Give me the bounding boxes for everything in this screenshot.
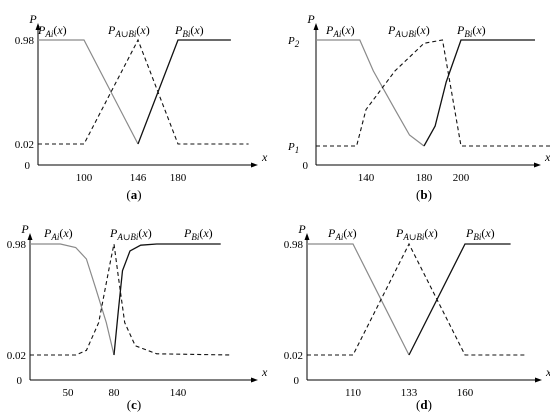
y-axis-arrow xyxy=(313,23,319,30)
y-tick-label: P2 xyxy=(287,35,300,49)
x-axis-arrow xyxy=(251,377,258,383)
x-tick-label: 133 xyxy=(401,387,418,399)
series-line-a xyxy=(38,39,139,145)
y-tick-label: 0.98 xyxy=(284,239,304,251)
y-axis-label: P xyxy=(306,12,315,26)
curve-label: PA∪Bi(x) xyxy=(107,23,150,39)
x-tick-label: 146 xyxy=(130,172,147,184)
curve-label: PAi(x) xyxy=(327,226,357,242)
x-tick-label: 100 xyxy=(76,172,93,184)
series-line-a xyxy=(30,243,115,356)
subplot-c: Px 0 50 80 140 0.02 0.98 PAi(x) PA∪Bi(x) PBi(x) (c… xyxy=(7,222,268,412)
y-tick-label: 0.02 xyxy=(7,350,26,362)
subplot-caption: (b) xyxy=(416,187,432,202)
origin-label: 0 xyxy=(25,160,31,172)
series-line-b xyxy=(113,243,221,356)
y-axis-arrow xyxy=(27,233,33,240)
curve-label: PA∪Bi(x) xyxy=(387,23,430,39)
y-tick-label: 0.98 xyxy=(7,239,27,251)
x-axis-arrow xyxy=(534,162,541,168)
curve-label: PA∪Bi(x) xyxy=(395,226,438,242)
x-tick-label: 140 xyxy=(170,387,187,399)
subplot-caption: (d) xyxy=(416,397,432,412)
y-tick-label: P1 xyxy=(287,141,299,155)
curve-label: PBi(x) xyxy=(183,226,213,242)
x-tick-label: 50 xyxy=(63,387,75,399)
x-axis-arrow xyxy=(535,377,542,383)
curve-label: PAi(x) xyxy=(325,23,355,39)
origin-label: 0 xyxy=(294,375,300,387)
curve-label: PA∪Bi(x) xyxy=(109,226,152,242)
x-tick-label: 200 xyxy=(453,172,470,184)
x-tick-label: 110 xyxy=(345,387,362,399)
x-tick-label: 180 xyxy=(416,172,433,184)
subplot-caption: (a) xyxy=(126,187,141,202)
origin-label: 0 xyxy=(17,375,23,387)
curve-label: PAi(x) xyxy=(43,226,73,242)
x-axis-label: x xyxy=(261,365,268,379)
series-line-a xyxy=(316,39,425,147)
y-axis-label: P xyxy=(28,12,37,26)
x-axis-label: x xyxy=(545,365,550,379)
subplot-caption: (c) xyxy=(127,397,141,412)
curve-label: PBi(x) xyxy=(456,23,486,39)
series-line-b xyxy=(408,243,511,356)
y-axis-arrow xyxy=(304,233,310,240)
x-tick-label: 140 xyxy=(358,172,375,184)
x-tick-label: 160 xyxy=(457,387,474,399)
y-tick-label: 0.02 xyxy=(15,139,34,151)
curve-label: PAi(x) xyxy=(37,23,67,39)
x-axis-label: x xyxy=(544,150,550,164)
y-axis-arrow xyxy=(35,23,41,30)
curve-label: PBi(x) xyxy=(465,226,495,242)
series-line-b xyxy=(423,39,535,147)
series-line-b xyxy=(137,39,231,145)
x-tick-label: 180 xyxy=(170,172,187,184)
origin-label: 0 xyxy=(303,160,309,172)
x-axis-arrow xyxy=(251,162,258,168)
y-tick-label: 0.98 xyxy=(15,35,35,47)
subplot-d: Px 0 110 133 160 0.02 0.98 PAi(x) PA∪Bi(x) PBi(x)… xyxy=(284,222,550,412)
y-axis-label: P xyxy=(20,222,29,236)
series-line-aub xyxy=(307,242,528,356)
series-line-a xyxy=(307,243,410,356)
subplot-b: Px 0 140 180 200 P1 P2 PAi(x) PA∪Bi(x) PBi(x) (b) xyxy=(287,12,550,202)
series-line-aub xyxy=(316,39,550,147)
x-axis-label: x xyxy=(261,150,268,164)
x-tick-label: 80 xyxy=(109,387,121,399)
series-line-aub xyxy=(30,243,232,356)
y-tick-label: 0.02 xyxy=(284,350,303,362)
y-axis-label: P xyxy=(297,222,306,236)
curve-label: PBi(x) xyxy=(174,23,204,39)
series-line-aub xyxy=(38,38,249,145)
